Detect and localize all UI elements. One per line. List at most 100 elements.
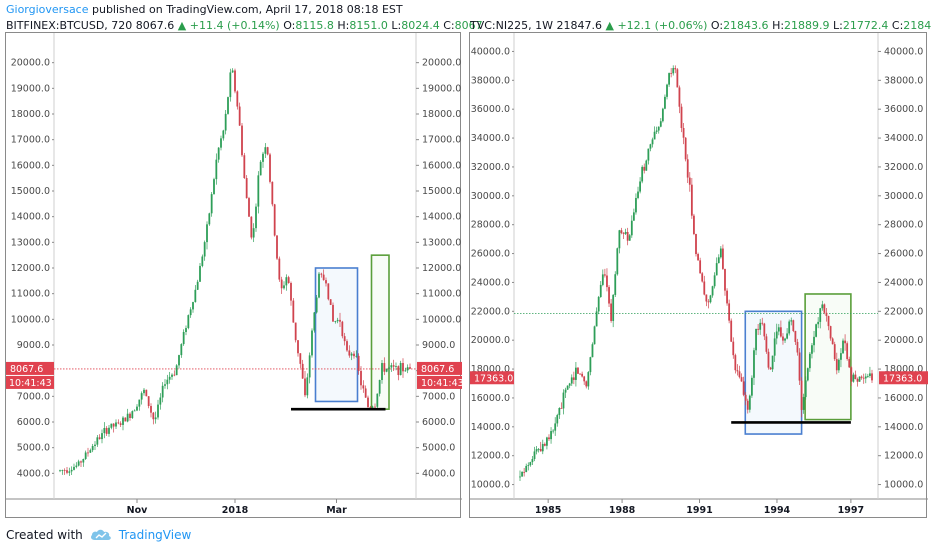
- candle-body: [332, 304, 334, 322]
- candle-body: [96, 437, 99, 445]
- candle-body: [564, 389, 567, 393]
- candle-body: [122, 417, 124, 425]
- candle-body: [670, 73, 673, 74]
- candle-body: [523, 471, 526, 473]
- candle-body: [688, 177, 691, 185]
- candle-body: [77, 461, 80, 466]
- candle-body: [115, 422, 117, 427]
- candle-body: [362, 385, 365, 389]
- y-tick-label-right: 24000.0: [884, 277, 923, 288]
- candle-body: [343, 336, 346, 342]
- candle-body: [777, 327, 780, 332]
- candle-body: [336, 319, 339, 322]
- y-tick-label-left: 14000.0: [471, 422, 510, 433]
- candle-body: [264, 147, 267, 154]
- candle-body: [262, 153, 264, 162]
- candle-body: [744, 394, 747, 401]
- candle-body: [224, 113, 227, 131]
- candle-body: [693, 215, 695, 235]
- y-tick-label-right: 38000.0: [884, 75, 923, 86]
- candle-body: [180, 344, 183, 356]
- y-tick-label-right: 30000.0: [884, 191, 923, 202]
- candle-body: [73, 466, 75, 470]
- candle-body: [150, 406, 152, 413]
- candle-body: [287, 277, 290, 283]
- candle-body: [695, 234, 697, 255]
- author-link[interactable]: Giorgioversace: [6, 3, 89, 16]
- candle-body: [674, 68, 677, 70]
- candle-body: [322, 274, 325, 281]
- candle-body: [548, 437, 550, 440]
- candle-body: [541, 443, 544, 452]
- y-tick-label-right: 14000.0: [884, 422, 923, 433]
- candle-body: [203, 242, 206, 257]
- candle-body: [119, 423, 122, 425]
- candle-body: [222, 130, 225, 139]
- candle-body: [147, 396, 150, 407]
- tradingview-brand-link[interactable]: TradingView: [118, 528, 192, 542]
- candle-body: [815, 324, 817, 337]
- candle-body: [577, 367, 579, 374]
- candle-body: [255, 206, 257, 229]
- candle-body: [651, 139, 654, 145]
- candle-body: [860, 376, 863, 378]
- candle-body: [821, 304, 824, 309]
- y-tick-label-left: 15000.0: [11, 186, 50, 197]
- ni225-chart-canvas[interactable]: 10000.0 10000.0 12000.0 12000.0 14000.0 14000…: [470, 33, 928, 519]
- y-tick-label-right: 20000.0: [422, 58, 461, 69]
- candle-body: [266, 147, 269, 155]
- candle-body: [369, 407, 372, 408]
- candle-body: [703, 281, 706, 295]
- candle-body: [276, 235, 278, 259]
- candle-body: [593, 326, 596, 345]
- candle-body: [869, 373, 871, 376]
- candle-body: [734, 355, 737, 371]
- candle-body: [318, 273, 320, 298]
- x-tick-label: 1988: [609, 505, 636, 516]
- change-value: +11.4 (+0.14%): [189, 19, 280, 32]
- candle-body: [537, 448, 540, 450]
- candle-body: [199, 265, 201, 282]
- btcusd-chart-canvas[interactable]: 4000.0 4000.0 5000.0 5000.0 6000.0 6000.0 7000…: [6, 33, 462, 519]
- x-tick-label: 1994: [764, 505, 791, 516]
- candle-body: [736, 370, 739, 372]
- candle-body: [152, 412, 155, 420]
- candle-body: [643, 166, 646, 171]
- y-tick-label-right: 10000.0: [884, 480, 923, 491]
- y-tick-label-left: 18000.0: [11, 109, 50, 120]
- y-tick-label-right: 28000.0: [884, 220, 923, 231]
- candle-body: [835, 359, 838, 371]
- ni225-chart-panel[interactable]: TVC:NI225, 1W 21847.6 ▲ +12.1 (+0.06%) O…: [469, 19, 932, 519]
- candle-body: [579, 373, 581, 375]
- y-tick-label-right: 14000.0: [422, 212, 461, 223]
- candle-body: [159, 397, 162, 405]
- candle-body: [608, 287, 610, 304]
- candle-body: [409, 367, 411, 369]
- candle-body: [784, 338, 786, 341]
- candle-body: [357, 355, 360, 371]
- candle-body: [238, 106, 241, 126]
- candle-body: [628, 235, 631, 241]
- candle-body: [767, 351, 770, 368]
- candle-body: [827, 316, 830, 327]
- candle-body: [292, 300, 295, 323]
- candle-body: [98, 437, 101, 440]
- x-tick-label: 1985: [535, 505, 561, 516]
- candle-body: [690, 184, 693, 216]
- candle-body: [556, 415, 559, 424]
- btcusd-chart-panel[interactable]: BITFINEX:BTCUSD, 720 8067.6 ▲ +11.4 (+0.…: [5, 19, 483, 519]
- candle-body: [241, 125, 243, 156]
- candle-body: [550, 431, 552, 440]
- candle-body: [168, 376, 171, 380]
- candle-body: [726, 290, 728, 304]
- candle-body: [381, 363, 383, 381]
- change-value: +12.1 (+0.06%): [617, 19, 708, 32]
- candle-body: [87, 452, 89, 454]
- candle-body: [124, 417, 127, 422]
- y-tick-label-left: 14000.0: [11, 212, 50, 223]
- candle-body: [404, 370, 407, 372]
- candle-body: [378, 380, 381, 394]
- y-tick-label-right: 34000.0: [884, 133, 923, 144]
- y-tick-label-right: 6000.0: [422, 417, 455, 428]
- candle-body: [397, 366, 400, 376]
